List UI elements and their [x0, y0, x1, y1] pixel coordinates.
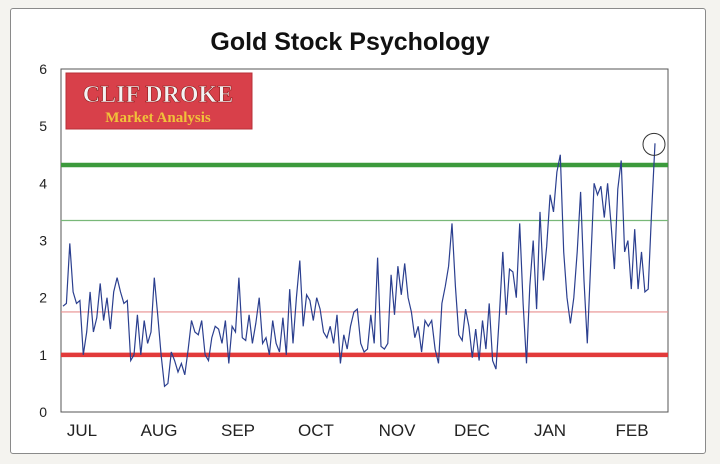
- chart-title: Gold Stock Psychology: [210, 28, 489, 56]
- x-month-label: JAN: [534, 421, 566, 440]
- y-tick-label: 1: [39, 347, 47, 363]
- x-axis-month-labels: JUL AUG SEP OCT NOV DEC JAN FEB: [67, 421, 649, 440]
- logo-background: [65, 72, 253, 130]
- y-tick-label: 2: [39, 290, 47, 306]
- x-month-label: AUG: [141, 421, 178, 440]
- y-tick-label: 4: [39, 175, 47, 191]
- logo: CLIF DROKE Market Analysis: [65, 72, 253, 130]
- y-axis-ticks: 0 1 2 3 4 5 6: [39, 61, 47, 420]
- logo-title: CLIF DROKE: [83, 82, 233, 108]
- y-tick-label: 0: [39, 404, 47, 420]
- reference-lines: [61, 162, 668, 358]
- x-month-label: FEB: [615, 421, 648, 440]
- y-tick-label: 6: [39, 61, 47, 77]
- y-tick-label: 5: [39, 118, 47, 134]
- x-month-label: OCT: [298, 421, 334, 440]
- x-month-label: NOV: [379, 421, 417, 440]
- logo-subtitle: Market Analysis: [105, 110, 211, 126]
- series-line: [62, 143, 656, 388]
- x-month-label: SEP: [221, 421, 255, 440]
- x-month-label: JUL: [67, 421, 97, 440]
- x-month-label: DEC: [454, 421, 490, 440]
- peak-annotation-circle: [642, 132, 666, 156]
- y-tick-label: 3: [39, 233, 47, 249]
